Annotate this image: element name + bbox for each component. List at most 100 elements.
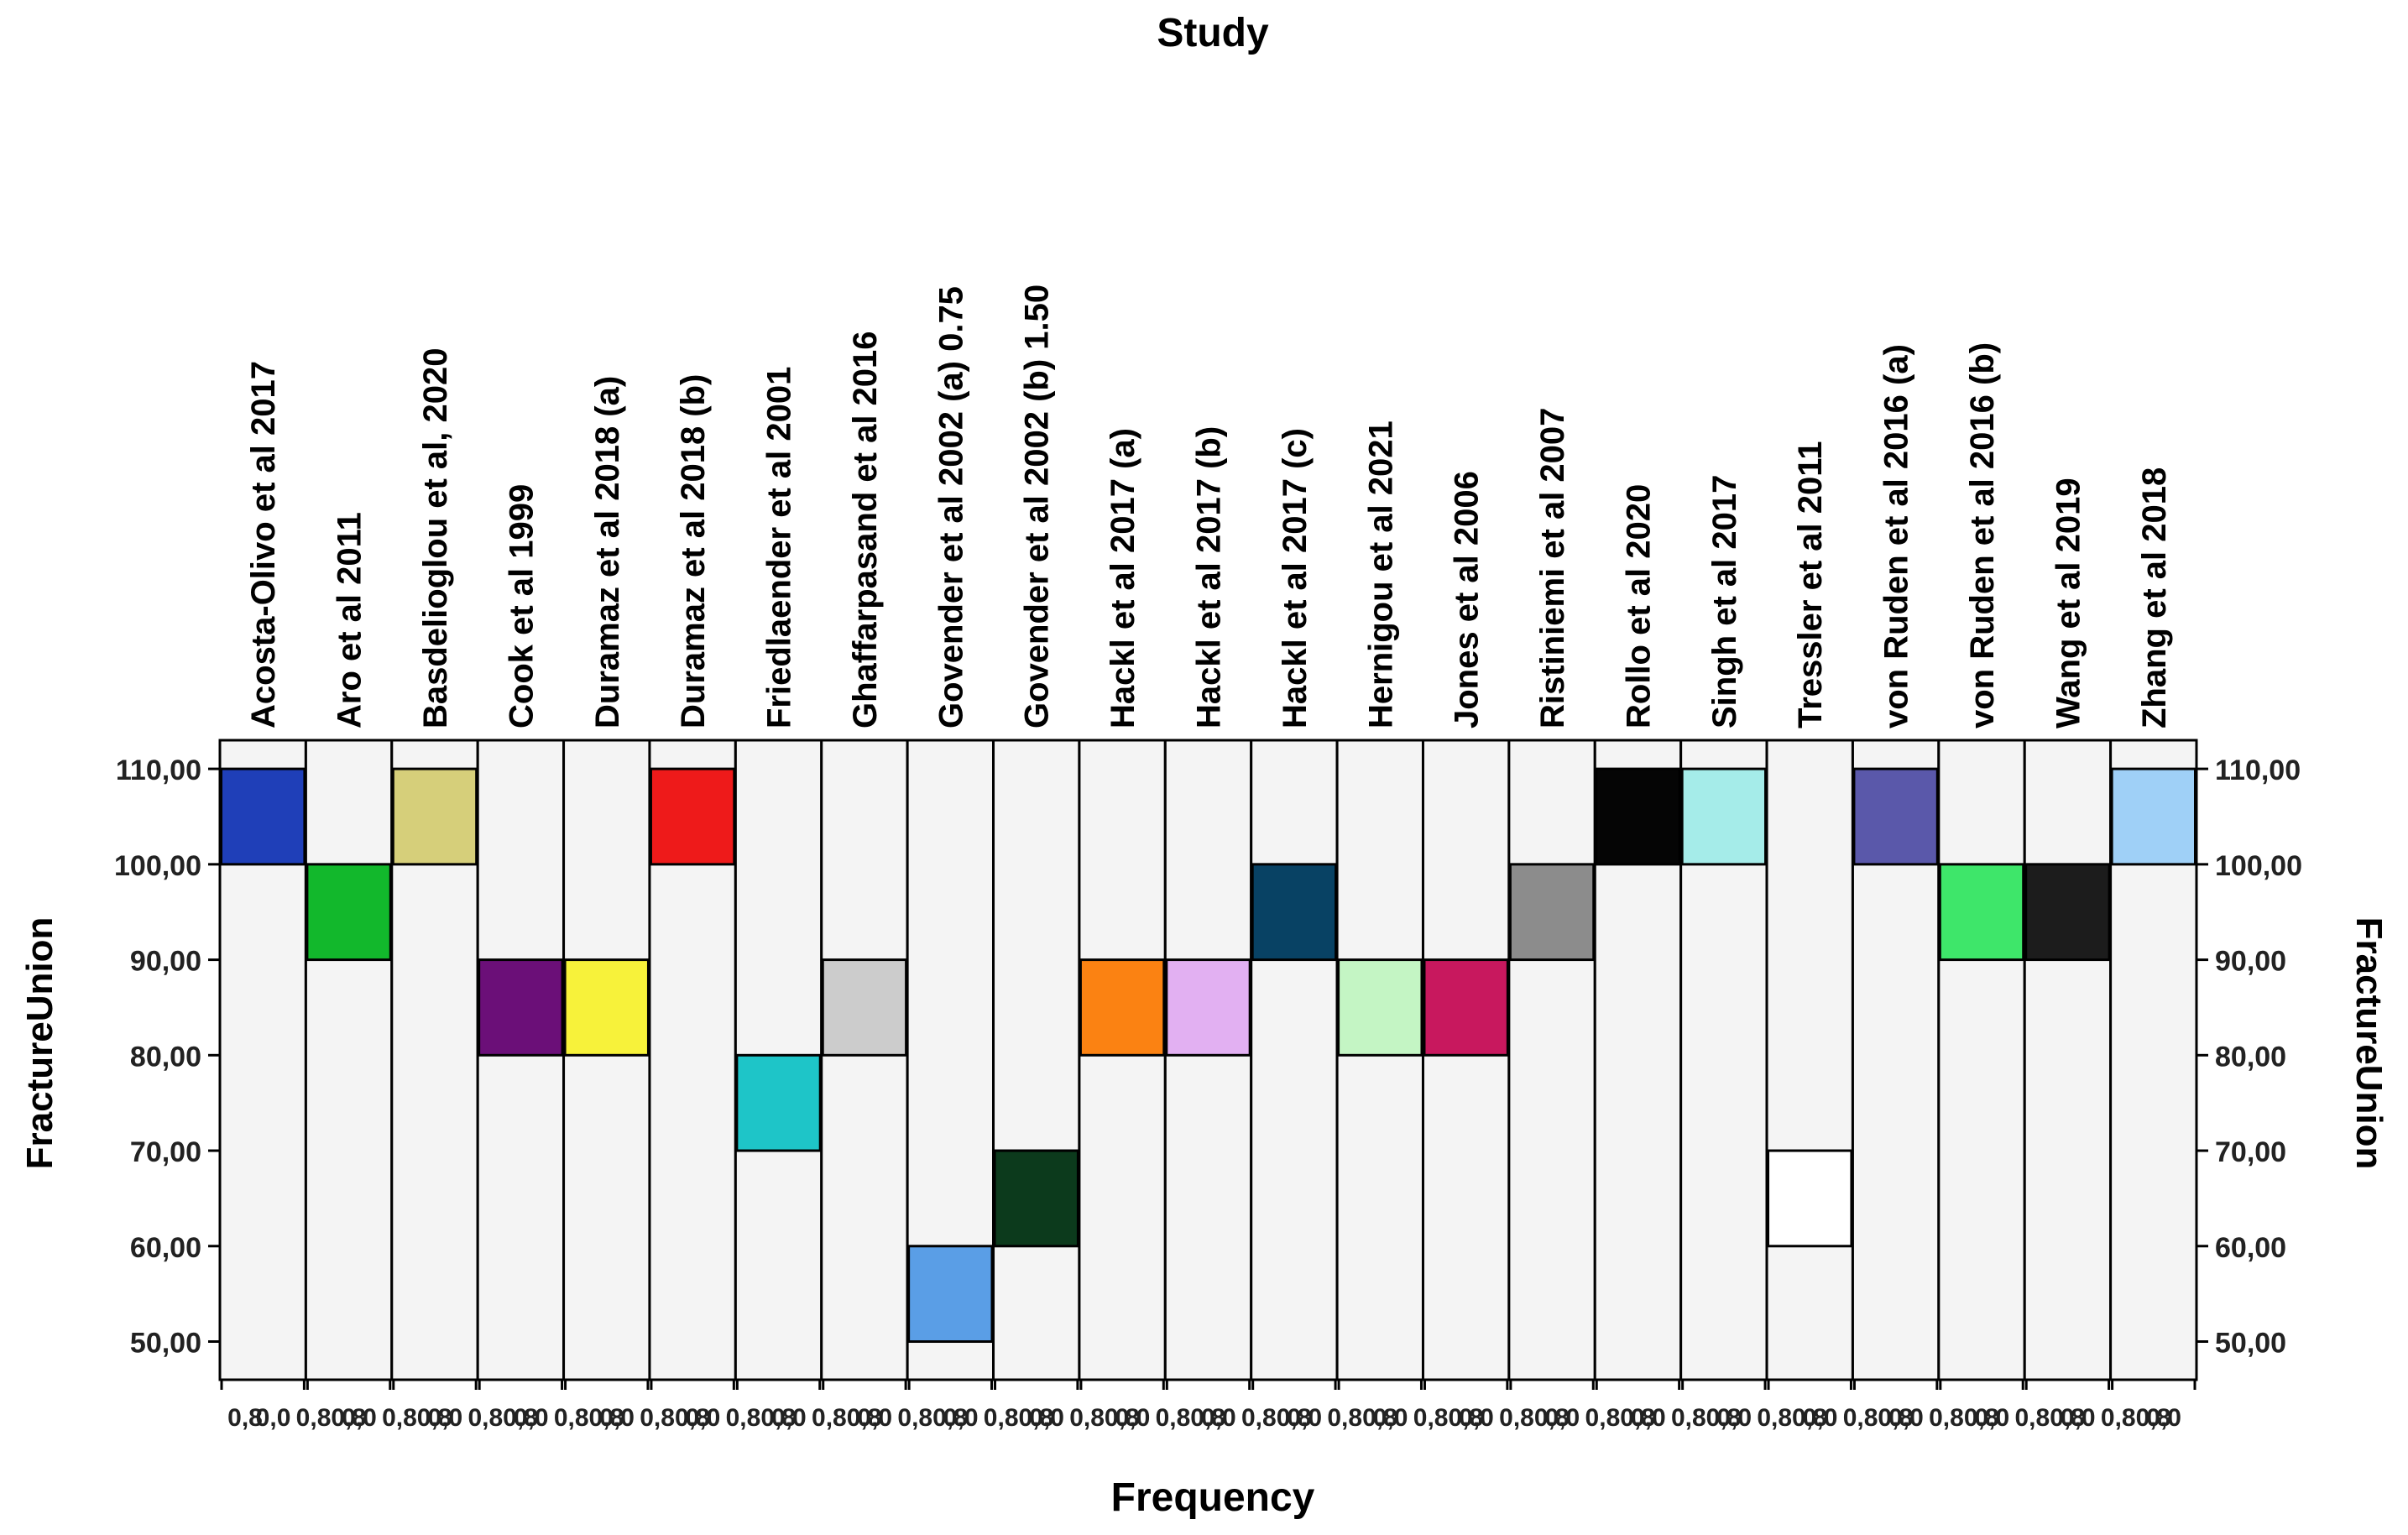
- x-tick-label: 0,0: [514, 1404, 549, 1432]
- x-tick-label: 0,80,8: [2015, 1404, 2085, 1432]
- x-tick-label: 0,80,8: [1929, 1404, 1998, 1432]
- x-tick-label: 0,80,8: [812, 1404, 881, 1432]
- histogram-bar: [821, 958, 908, 1057]
- x-tick-label: 0,80,8: [1156, 1404, 1225, 1432]
- x-tick-label: 0,80,8: [1413, 1404, 1483, 1432]
- x-tick-label: 0,80,8: [1671, 1404, 1741, 1432]
- x-axis-group: 0,80,0 0,80,80,0 0,80,80,0 0,80,80,0 0,80,80…: [220, 1380, 2196, 1432]
- histogram-bar: [306, 863, 392, 962]
- study-label: Hackl et al 2017 (a): [1105, 428, 1141, 728]
- x-tick-label: 0,0: [1716, 1404, 1752, 1432]
- panel-background: [820, 739, 909, 1381]
- x-tick-label: 0,0: [427, 1404, 462, 1432]
- y-tick-label-right: 110,00: [2215, 754, 2301, 786]
- histogram-bar: [1680, 767, 1768, 866]
- histogram-bar: [1251, 863, 1338, 962]
- x-tick-label: 0,0: [256, 1404, 291, 1432]
- x-tick-label: 0,80,8: [1843, 1404, 1913, 1432]
- y-tick-label-left: 50,00: [130, 1328, 201, 1360]
- panel-background: [1078, 739, 1167, 1381]
- x-tick-label: 0,0: [1803, 1404, 1838, 1432]
- x-tick-label: 0,0: [599, 1404, 635, 1432]
- study-label: Basdelioglou et al, 2020: [417, 348, 454, 729]
- x-tick-label: 0,0: [1974, 1404, 2009, 1432]
- x-tick-label: 0,0: [857, 1404, 892, 1432]
- study-label: Rollo et al 2020: [1620, 484, 1657, 728]
- panel-background: [1335, 739, 1424, 1381]
- study-label: Singh et al 2017: [1706, 475, 1743, 728]
- panel-background: [1421, 739, 1511, 1381]
- x-axis-label: Frequency: [1111, 1475, 1315, 1520]
- panel-background: [2023, 739, 2113, 1381]
- y-tick-label-right: 50,00: [2215, 1328, 2286, 1360]
- x-tick-label: 0,0: [1545, 1404, 1580, 1432]
- x-tick-label: 0,0: [1459, 1404, 1494, 1432]
- x-tick-label: 0,80,8: [467, 1404, 537, 1432]
- x-tick-label: 0,0: [1631, 1404, 1666, 1432]
- x-tick-label: 0,0: [1029, 1404, 1064, 1432]
- histogram-bar: [391, 767, 478, 866]
- histogram-bar: [1165, 958, 1251, 1057]
- y-tick-label-left: 70,00: [130, 1136, 201, 1168]
- y-tick-label-right: 90,00: [2215, 946, 2286, 978]
- x-tick-label: 0,80,8: [382, 1404, 452, 1432]
- y-tick-label-left: 100,00: [114, 850, 201, 882]
- x-tick-label: 0,80,8: [554, 1404, 624, 1432]
- study-label: Tressler et al 2011: [1792, 441, 1829, 729]
- study-label: Wang et al 2019: [2050, 478, 2087, 728]
- study-label: Jones et al 2006: [1449, 471, 1486, 728]
- histogram-bar: [1852, 767, 1939, 866]
- histogram-bar: [1423, 958, 1509, 1057]
- panel-background: [1765, 739, 1854, 1381]
- study-label: Hackl et al 2017 (b): [1191, 426, 1228, 728]
- histogram-bar: [735, 1053, 822, 1152]
- x-tick-label: 0,80,8: [1585, 1404, 1655, 1432]
- study-label: Friedlaender et al 2001: [761, 367, 798, 728]
- study-label: Acosta-Olivo et al 2017: [245, 361, 282, 728]
- study-label: Cook et al 1999: [503, 484, 540, 728]
- x-tick-label: 0,8: [227, 1404, 263, 1432]
- panel-background: [1507, 739, 1596, 1381]
- x-tick-label: 0,0: [2061, 1404, 2096, 1432]
- panel-background: [476, 739, 566, 1381]
- x-tick-label: 0,80,8: [726, 1404, 796, 1432]
- histogram-bar: [1595, 767, 1681, 866]
- histogram-bar: [1337, 958, 1423, 1057]
- histogram-bar: [2110, 767, 2196, 866]
- x-tick-label: 0,80,8: [640, 1404, 709, 1432]
- chart-title: Study: [1157, 11, 1269, 55]
- y-tick-label-left: 80,00: [130, 1041, 201, 1073]
- x-tick-label: 0,0: [342, 1404, 377, 1432]
- panel-background: [304, 739, 394, 1381]
- x-tick-label: 0,80,8: [296, 1404, 366, 1432]
- study-label: von Ruden et al 2016 (a): [1878, 344, 1915, 728]
- panel-background: [992, 739, 1081, 1381]
- y-tick-label-left: 60,00: [130, 1232, 201, 1264]
- y-tick-label-right: 80,00: [2215, 1041, 2286, 1073]
- study-label: Duramaz et al 2018 (a): [589, 376, 626, 728]
- y-axis-label-right: FractureUnion: [2348, 917, 2390, 1170]
- study-label: von Ruden et al 2016 (b): [1964, 342, 2001, 728]
- study-label: Ghaffarpasand et al 2016: [847, 331, 884, 728]
- study-label: Govender et al 2002 (a) 0.75: [932, 286, 969, 728]
- y-tick-label-left: 110,00: [116, 754, 201, 786]
- histogram-bar: [1508, 863, 1596, 962]
- x-tick-label: 0,0: [1888, 1404, 1924, 1432]
- x-tick-label: 0,0: [1373, 1404, 1408, 1432]
- x-tick-label: 0,80,8: [2101, 1404, 2170, 1432]
- x-tick-label: 0,80,8: [1327, 1404, 1397, 1432]
- x-tick-label: 0,80,8: [1499, 1404, 1569, 1432]
- panel-background: [1250, 739, 1339, 1381]
- x-tick-label: 0,80,8: [984, 1404, 1053, 1432]
- histogram-bar: [993, 1149, 1079, 1248]
- x-tick-label: 0,0: [1201, 1404, 1236, 1432]
- histogram-bar: [563, 958, 650, 1057]
- x-tick-label: 0,80,8: [897, 1404, 967, 1432]
- x-tick-label: 0,80,8: [1757, 1404, 1826, 1432]
- histogram-bar: [1767, 1149, 1853, 1248]
- histogram-bar: [907, 1245, 994, 1344]
- x-tick-label: 0,0: [1287, 1404, 1322, 1432]
- x-tick-label: 0,0: [1115, 1404, 1151, 1432]
- x-tick-label: 0,80,8: [1241, 1404, 1311, 1432]
